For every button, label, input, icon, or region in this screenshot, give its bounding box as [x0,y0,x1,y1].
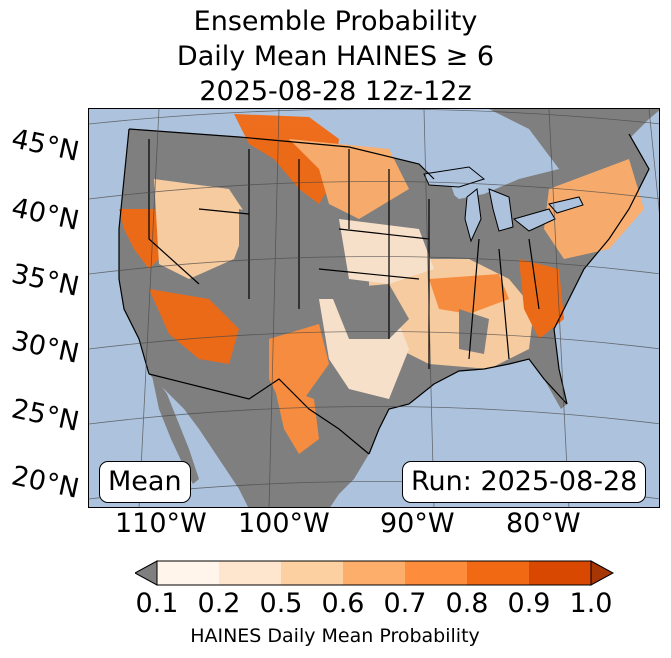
colorbar-segment [343,561,406,585]
state-borders [118,128,650,455]
title-line-2: Daily Mean HAINES ≥ 6 [176,41,495,72]
lon-label-100w: 100°W [238,508,330,539]
lat-label-40: 40°N [8,192,82,237]
patch-appalachian [429,274,509,314]
patch-northeast [544,159,644,259]
lat-label-30: 30°N [8,325,82,370]
patch-southwest [149,289,239,364]
colorbar-segment [405,561,468,585]
colorbar-tick-label: 0.7 [383,588,427,619]
colorbar-tick-label: 0.8 [445,588,489,619]
colorbar [135,560,615,586]
lon-label-90w: 90°W [380,508,455,539]
baja-land [151,371,199,484]
colorbar-tick-label: 0.2 [197,588,241,619]
patch-west-coast [119,209,169,269]
colorbar-tick-label: 1.0 [569,588,613,619]
colorbar-over-triangle [590,560,615,586]
coastline-west [118,128,150,375]
lat-label-25: 25°N [8,393,82,438]
coastline-gulf [368,358,568,455]
lon-label-80w: 80°W [506,508,581,539]
colorbar-segment [467,561,530,585]
lon-label-110w: 110°W [115,508,207,539]
colorbar-segment [219,561,282,585]
colorbar-label: HAINES Daily Mean Probability [190,625,480,647]
colorbar-tick-label: 0.9 [507,588,551,619]
lat-label-20: 20°N [8,460,82,505]
lat-label-35: 35°N [8,258,82,303]
canada-land [89,109,659,169]
colorbar-segment [157,561,220,585]
lat-label-45: 45°N [8,123,82,168]
colorbar-tick-label: 0.6 [321,588,365,619]
colorbar-tick-label: 0.5 [259,588,303,619]
mean-label: Mean [99,461,191,503]
colorbar-segment [529,561,592,585]
map-canvas [89,109,659,507]
colorbar-tick-label: 0.1 [135,588,179,619]
title-line-1: Ensemble Probability [193,6,478,37]
map-panel[interactable]: Mean Run: 2025-08-28 [88,108,660,508]
patch-mexico [274,384,319,454]
run-label: Run: 2025-08-28 [402,461,647,503]
patch-plains-mid [339,219,434,284]
colorbar-segments [157,561,592,585]
patch-plains-north [234,114,339,204]
patch-great-basin [154,179,249,279]
colorbar-under-triangle [135,560,158,586]
patch-carolinas [519,259,564,339]
probability-fill [119,114,644,454]
colorbar-segment [281,561,344,585]
title-line-3: 2025-08-28 12z-12z [199,76,472,107]
coastline-east [553,133,650,405]
